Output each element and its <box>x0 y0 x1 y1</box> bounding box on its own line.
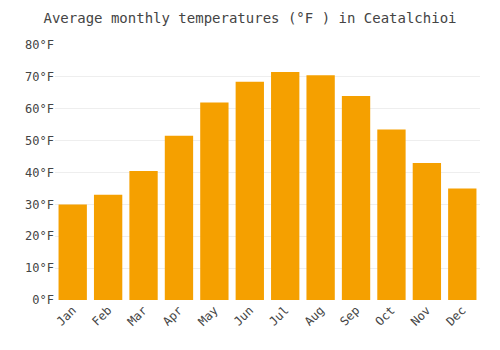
svg-text:Sep: Sep <box>337 303 362 328</box>
svg-text:Oct: Oct <box>373 303 398 328</box>
svg-text:0°F: 0°F <box>32 293 54 307</box>
svg-text:May: May <box>196 303 221 328</box>
svg-text:Feb: Feb <box>89 303 114 328</box>
svg-text:60°F: 60°F <box>25 102 54 116</box>
svg-text:Aug: Aug <box>302 303 327 328</box>
svg-text:Jan: Jan <box>54 303 79 328</box>
svg-text:30°F: 30°F <box>25 198 54 212</box>
svg-text:Dec: Dec <box>443 303 468 328</box>
svg-text:Apr: Apr <box>160 303 185 328</box>
svg-text:Average monthly temperatures (: Average monthly temperatures (°F ) in Ce… <box>43 10 456 26</box>
svg-text:Nov: Nov <box>408 303 433 328</box>
svg-text:40°F: 40°F <box>25 166 54 180</box>
svg-text:10°F: 10°F <box>25 261 54 275</box>
svg-text:50°F: 50°F <box>25 134 54 148</box>
svg-text:Mar: Mar <box>125 303 150 328</box>
svg-text:20°F: 20°F <box>25 229 54 243</box>
svg-text:Jul: Jul <box>266 303 291 328</box>
svg-text:80°F: 80°F <box>25 38 54 52</box>
svg-text:Jun: Jun <box>231 303 256 328</box>
svg-text:70°F: 70°F <box>25 70 54 84</box>
